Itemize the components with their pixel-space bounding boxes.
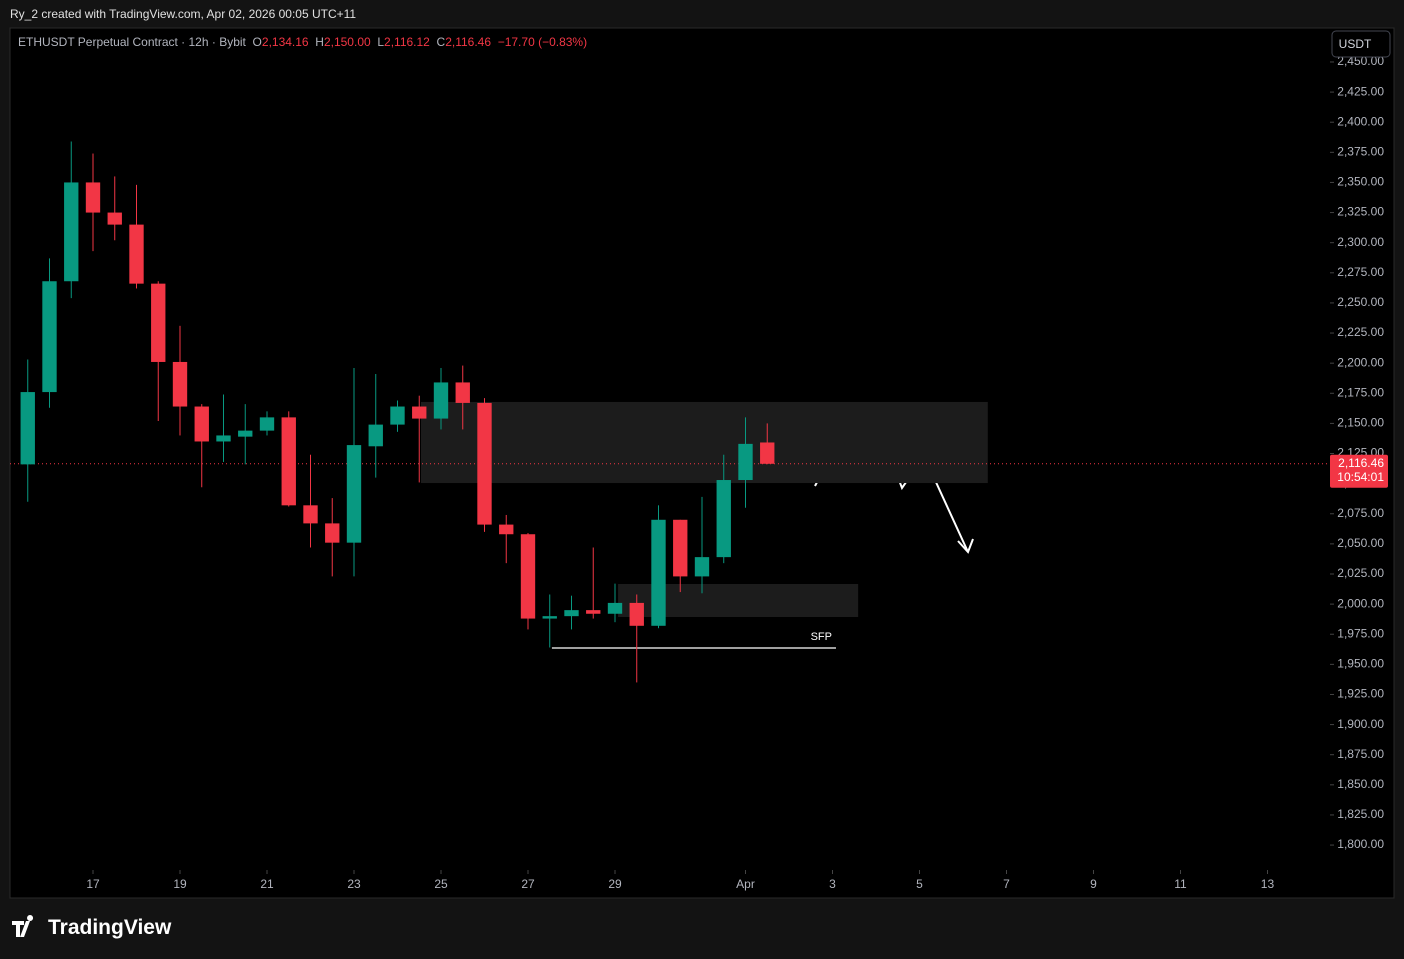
y-tick-label: 1,850.00 [1337, 777, 1384, 791]
x-tick-label: Apr [736, 877, 755, 891]
x-tick-label: 5 [916, 877, 923, 891]
candle-body [368, 424, 383, 447]
sfp-label: SFP [811, 631, 832, 643]
y-tick-label: 2,350.00 [1337, 175, 1384, 189]
currency-button-bg [1331, 30, 1391, 58]
y-tick-label: 2,400.00 [1337, 114, 1384, 128]
y-tick-label: 1,975.00 [1337, 626, 1384, 640]
candle-body [107, 212, 122, 225]
legend-label: H [315, 35, 324, 49]
y-tick-label: 2,075.00 [1337, 506, 1384, 520]
candle-body [433, 382, 449, 419]
y-tick-label: 2,200.00 [1337, 355, 1384, 369]
candle-body [760, 442, 775, 464]
y-tick-label: 2,325.00 [1337, 205, 1384, 219]
x-tick-label: 13 [1261, 877, 1275, 891]
legend-value: 2,150.00 [323, 35, 371, 49]
last-price-box [1330, 454, 1388, 488]
y-tick-label: 2,450.00 [1337, 54, 1384, 68]
y-tick-label: 2,275.00 [1337, 265, 1384, 279]
candle-body [694, 557, 710, 577]
y-tick-label: 1,950.00 [1337, 657, 1384, 671]
credit: Ry_2 created with TradingView.com, Apr 0… [10, 7, 357, 21]
legend-title: ETHUSDT Perpetual Contract · 12h · Bybit [18, 35, 246, 49]
y-tick-label: 1,900.00 [1337, 717, 1384, 731]
candle-body [346, 445, 362, 543]
legend-label: L [377, 35, 385, 49]
y-tick-label: 2,150.00 [1337, 416, 1384, 430]
candle-body [259, 417, 275, 431]
x-tick-label: 19 [173, 877, 187, 891]
candle-body [651, 519, 666, 626]
y-tick-label: 2,000.00 [1337, 596, 1384, 610]
y-tick-label: 1,925.00 [1337, 687, 1384, 701]
y-tick-label: 2,425.00 [1337, 84, 1384, 98]
y-tick-label: 2,300.00 [1337, 235, 1384, 249]
candle-body [42, 281, 57, 393]
y-tick-label: 2,250.00 [1337, 295, 1384, 309]
x-tick-label: 29 [608, 877, 622, 891]
candle-body [564, 610, 579, 617]
brand-logo [12, 915, 34, 937]
candle-body [673, 519, 688, 577]
x-tick-label: 27 [521, 877, 535, 891]
y-tick-label: 1,875.00 [1337, 747, 1384, 761]
candle-body [64, 182, 79, 282]
candle-body [586, 610, 601, 614]
candle-body [412, 406, 427, 419]
x-tick-label: 7 [1003, 877, 1010, 891]
y-tick-label: 2,375.00 [1337, 145, 1384, 159]
y-tick-label: 2,175.00 [1337, 385, 1384, 399]
candle-body [151, 283, 166, 362]
legend-value: 2,116.46 [445, 35, 492, 49]
candle-body [477, 402, 492, 525]
y-tick-label: 1,825.00 [1337, 807, 1384, 821]
currency-button[interactable]: USDT [1339, 37, 1372, 51]
candle-body [629, 602, 644, 626]
candle-body [390, 406, 405, 425]
x-tick-label: 21 [260, 877, 274, 891]
candle-body [281, 417, 296, 506]
legend-label: O [252, 35, 262, 49]
legend-label: C [436, 35, 446, 49]
countdown-label: 10:54:01 [1337, 470, 1384, 484]
x-tick-label: 11 [1174, 877, 1187, 891]
candle-body [20, 392, 35, 465]
candle-body [607, 602, 623, 614]
candle-body [542, 616, 557, 619]
y-tick-label: 1,800.00 [1337, 837, 1384, 851]
candle-body [172, 361, 188, 407]
y-tick-label: 2,025.00 [1337, 566, 1384, 580]
candle-body [238, 430, 253, 437]
candle-body [303, 505, 318, 524]
x-tick-label: 23 [347, 877, 361, 891]
candle-body [194, 406, 209, 442]
brand: TradingView [48, 916, 172, 939]
projection-arrowhead [957, 538, 974, 554]
candle-body [129, 224, 144, 284]
legend-change: −17.70 (−0.83%) [497, 35, 588, 49]
legend-value: 2,116.12 [384, 35, 430, 49]
x-tick-label: 17 [86, 877, 100, 891]
legend-value: 2,134.16 [261, 35, 309, 49]
x-tick-label: 3 [829, 877, 836, 891]
candle-body [499, 524, 514, 535]
y-tick-label: 2,225.00 [1337, 325, 1384, 339]
legend: ETHUSDT Perpetual Contract · 12h · Bybit… [18, 35, 587, 49]
candle-body [216, 435, 231, 442]
y-tick-label: 2,050.00 [1337, 536, 1384, 550]
candle-body [455, 382, 470, 403]
candle-body [520, 534, 536, 619]
candle-body [738, 443, 753, 481]
last-price-label: 2,116.46 [1338, 456, 1384, 470]
x-tick-label: 25 [434, 877, 448, 891]
candle-body [85, 182, 101, 213]
candle-body [716, 480, 731, 558]
x-tick-label: 9 [1090, 877, 1097, 891]
zone [420, 401, 988, 484]
candle-body [325, 523, 340, 543]
